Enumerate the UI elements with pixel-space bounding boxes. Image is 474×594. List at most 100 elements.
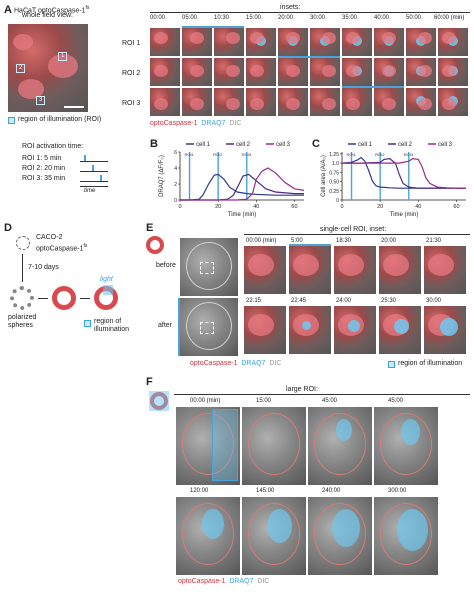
inset-tile (278, 58, 308, 86)
draq7-signal (302, 321, 311, 330)
legend-label: cell 2 (398, 142, 413, 148)
roi-activation-bar (278, 56, 340, 58)
inset-tile (246, 28, 276, 56)
panel-f-time-label: 300:00 (388, 488, 407, 494)
panel-f-image (242, 497, 306, 575)
x-axis-label: Time (min) (228, 212, 256, 218)
cell-blob (418, 32, 432, 44)
roi-marker-3: 3 (36, 96, 45, 105)
inset-tile (342, 28, 372, 56)
panel-e-time-label: 24:00 (336, 298, 352, 304)
panel-e-legend-swatch (388, 361, 395, 368)
x-tick-label: 40 (415, 204, 421, 210)
panel-d-legend-2: illumination (94, 326, 130, 333)
cell-blob (322, 32, 336, 44)
y-tick-label: 2 (174, 182, 177, 188)
cell-blob (382, 65, 396, 77)
panel-f-image (308, 407, 372, 485)
panel-e-channel-legend: optoCaspase-1 DRAQ7 DIC (190, 360, 282, 367)
x-axis-label: Time (min) (390, 212, 418, 218)
cell-blob (154, 98, 168, 110)
panel-a-subtitle: whole field view: (22, 12, 73, 19)
culture-days: 7-10 days (28, 264, 59, 271)
roi-row-label-1: ROI 1 (122, 40, 141, 47)
panel-e-time-label: 22:45 (291, 298, 307, 304)
cell-blob (226, 98, 240, 110)
x-tick-label: 60 (453, 204, 459, 210)
cell-blob (286, 32, 300, 44)
panel-e-time-label: 21:30 (426, 238, 442, 244)
panel-e-inset-tile (244, 306, 286, 354)
panel-label-e: E (146, 222, 154, 234)
x-tick-label: 40 (253, 204, 259, 210)
inset-time-label: 00:00 (150, 15, 166, 21)
roi-marker-2: 2 (16, 64, 25, 73)
cell-blob (250, 65, 264, 77)
panel-d-legend-1: region of (94, 318, 122, 325)
chart-c: ROI1 ROI2 ROI3 0 0.25 0.50 0.75 1.0 1.25 0 20 40 60 T… (321, 142, 466, 218)
inset-tile (214, 58, 244, 86)
roi-tag: ROI1 (347, 152, 357, 157)
large-roi-region (212, 409, 238, 481)
roi-activation-1: ROI 1: 5 min (22, 155, 62, 162)
panel-e-time-label: 20:00 (381, 238, 397, 244)
cell-blob (442, 98, 456, 110)
roi-activation-3: ROI 3: 35 min (22, 175, 66, 182)
cell-blob (226, 65, 240, 77)
inset-tile (406, 88, 436, 116)
inset-tile (182, 88, 212, 116)
panel-f-time-label: 120:00 (190, 488, 209, 494)
cell-blob (428, 254, 454, 276)
panel-e-time-label: 22:15 (246, 298, 262, 304)
x-tick-label: 20 (215, 204, 221, 210)
inset-tile (278, 88, 308, 116)
legend-label: cell 2 (236, 142, 251, 148)
draq7-signal (202, 509, 224, 539)
panel-f-time-label: 45:00 (388, 398, 404, 404)
cell-blob (383, 254, 409, 276)
panel-f-time-label: 145:00 (256, 488, 275, 494)
panel-f-time-label: 240:00 (322, 488, 341, 494)
sphere-icon-illuminated (94, 285, 118, 310)
panel-e-time-label: 5:00 (291, 238, 303, 244)
panel-f-image (242, 407, 306, 485)
cell-blob (190, 32, 204, 44)
y-tick-label: 4 (174, 166, 177, 172)
series-line-cell-1 (180, 173, 304, 201)
inset-tile (150, 58, 180, 86)
panel-f-channel-legend: optoCaspase-1 DRAQ7 DIC (178, 578, 270, 585)
cell-blob (190, 65, 204, 77)
y-tick-label: 1.0 (332, 161, 339, 167)
roi-tag: ROI2 (375, 152, 385, 157)
draq7-signal (394, 319, 409, 334)
panel-e-inset-tile (424, 306, 466, 354)
panel-e-inset-tile (379, 246, 421, 294)
cell-blob (154, 65, 168, 77)
panel-e-inset-tile (289, 306, 331, 354)
inset-tile (438, 58, 468, 86)
legend-label: cell 3 (276, 142, 291, 148)
panel-label-f: F (146, 376, 153, 388)
cell-blob (442, 32, 456, 44)
panel-f-image (176, 497, 240, 575)
inset-time-label: 40:00 (374, 15, 390, 21)
panel-label-c: C (312, 138, 320, 150)
draq7-signal (267, 509, 292, 543)
panel-f-time-label: 00:00 (min) (190, 398, 221, 404)
y-tick-label: 0.75 (329, 170, 339, 176)
roi-row-label-2: ROI 2 (122, 70, 141, 77)
inset-tile (246, 88, 276, 116)
roi-row-label-3: ROI 3 (122, 100, 141, 107)
panel-f-sphere-icon (149, 391, 169, 411)
inset-tile (214, 88, 244, 116)
y-axis-label: DRAQ7 (ΔF/F₀) (159, 155, 165, 197)
row-label-after: after (158, 322, 173, 329)
roi-tag: ROI3 (242, 152, 252, 157)
sphere-icon-plain (10, 286, 34, 310)
legend-label: cell 3 (438, 142, 453, 148)
cell-blob (154, 32, 168, 44)
cell-blob (250, 98, 264, 110)
panel-e-time-label: 00:00 (min) (246, 238, 277, 244)
panel-e-inset-tile (289, 246, 331, 294)
